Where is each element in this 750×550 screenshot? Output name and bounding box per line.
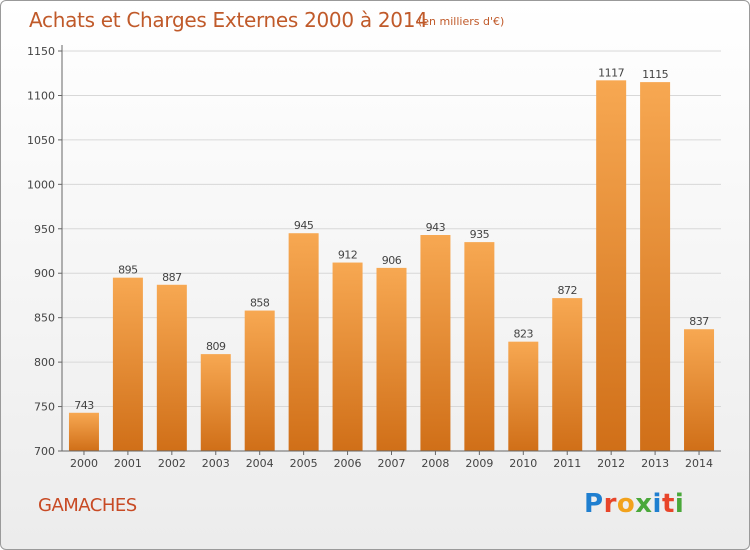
- bar-2008: [420, 235, 451, 451]
- data-label: 906: [382, 254, 402, 267]
- x-tick-label: 2003: [202, 457, 230, 470]
- y-tick-label: 750: [34, 401, 55, 414]
- logo-letter: i: [652, 489, 662, 519]
- data-label: 887: [162, 271, 182, 284]
- y-tick-label: 1150: [27, 45, 55, 58]
- data-label: 912: [338, 249, 358, 262]
- bar-2006: [332, 262, 363, 451]
- bar-2002: [156, 284, 187, 451]
- x-tick-label: 2001: [114, 457, 142, 470]
- logo-letter: P: [584, 489, 604, 519]
- x-tick-label: 2012: [597, 457, 625, 470]
- chart-title: Achats et Charges Externes 2000 à 2014: [29, 8, 428, 32]
- data-label: 945: [294, 219, 314, 232]
- x-tick-label: 2000: [70, 457, 98, 470]
- y-tick-label: 1000: [27, 178, 55, 191]
- bar-2014: [684, 329, 715, 451]
- data-label: 872: [557, 284, 577, 297]
- y-tick-label: 900: [34, 267, 55, 280]
- bar-2013: [640, 82, 671, 451]
- x-tick-label: 2013: [641, 457, 669, 470]
- x-tick-label: 2011: [553, 457, 581, 470]
- bar-2009: [464, 242, 495, 451]
- logo-letter: o: [616, 489, 636, 519]
- proxiti-logo[interactable]: Proxiti: [584, 489, 684, 519]
- logo-letter: t: [661, 489, 675, 519]
- y-tick-label: 1100: [27, 89, 55, 102]
- logo-letter: r: [603, 489, 617, 519]
- chart-subtitle: (en milliers d'€): [418, 15, 505, 28]
- x-tick-label: 2005: [290, 457, 318, 470]
- town-name: GAMACHES: [38, 495, 137, 516]
- data-label: 943: [426, 221, 446, 234]
- data-label: 895: [118, 264, 138, 277]
- x-tick-label: 2014: [685, 457, 713, 470]
- bar-2005: [288, 233, 319, 451]
- x-tick-label: 2010: [509, 457, 537, 470]
- data-label: 823: [514, 328, 534, 341]
- x-tick-label: 2008: [421, 457, 449, 470]
- bar-2012: [596, 80, 627, 451]
- logo-letter: i: [674, 489, 685, 519]
- bar-2003: [200, 354, 231, 451]
- y-tick-label: 1050: [27, 134, 55, 147]
- x-tick-label: 2009: [465, 457, 493, 470]
- x-tick-label: 2006: [334, 457, 362, 470]
- x-tick-label: 2007: [378, 457, 406, 470]
- bar-2004: [244, 310, 275, 451]
- y-tick-label: 950: [34, 223, 55, 236]
- data-label: 1117: [598, 66, 624, 79]
- data-label: 1115: [642, 68, 668, 81]
- logo-letter: x: [635, 489, 653, 519]
- y-tick-label: 700: [34, 445, 55, 458]
- bar-2010: [508, 341, 539, 451]
- bar-2001: [112, 277, 143, 451]
- x-tick-label: 2002: [158, 457, 186, 470]
- data-label: 809: [206, 340, 226, 353]
- y-tick-label: 850: [34, 312, 55, 325]
- bar-2000: [68, 412, 99, 451]
- labels: 743 895 887 809 858 945 912 906 943 935 823 872 1117…: [74, 66, 710, 412]
- data-label: 935: [470, 228, 490, 241]
- data-label: 858: [250, 297, 270, 310]
- bar-2007: [376, 267, 407, 451]
- x-tick-label: 2004: [246, 457, 274, 470]
- bars: [68, 80, 715, 451]
- data-label: 837: [689, 315, 709, 328]
- data-label: 743: [74, 399, 94, 412]
- axes: 700 750 800 850 900 950 1000 1050 1100 1150 2000 20…: [27, 45, 721, 470]
- bar-2011: [552, 298, 583, 451]
- y-tick-label: 800: [34, 356, 55, 369]
